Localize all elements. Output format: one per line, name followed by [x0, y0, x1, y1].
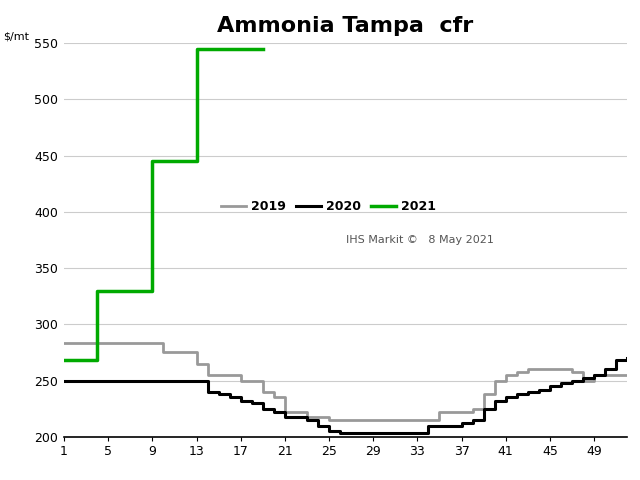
2020 — [436, 423, 444, 429]
Text: IHS Markit ©   8 May 2021: IHS Markit © 8 May 2021 — [346, 235, 493, 245]
2020 — [413, 431, 421, 436]
Legend: 2019, 2020, 2021: 2019, 2020, 2021 — [216, 195, 441, 218]
2021 — [115, 288, 123, 293]
2020 — [623, 355, 631, 361]
2021 — [204, 46, 211, 52]
2021 — [83, 358, 90, 363]
2019 — [336, 417, 344, 423]
2021 — [248, 46, 255, 52]
2019 — [104, 341, 112, 347]
2021 — [171, 158, 179, 164]
2021 — [138, 288, 145, 293]
Line: 2019: 2019 — [64, 344, 627, 420]
2021 — [71, 358, 79, 363]
2021 — [182, 158, 189, 164]
2019 — [590, 372, 598, 378]
2019 — [436, 409, 444, 415]
2021 — [104, 288, 112, 293]
2020 — [259, 406, 267, 411]
2019 — [413, 417, 421, 423]
2021 — [259, 46, 267, 52]
Title: Ammonia Tampa  cfr: Ammonia Tampa cfr — [218, 16, 474, 36]
Line: 2021: 2021 — [64, 49, 263, 360]
2019 — [325, 417, 333, 423]
2020 — [590, 372, 598, 378]
2021 — [193, 46, 200, 52]
Text: $/mt: $/mt — [3, 31, 29, 41]
2021 — [93, 288, 101, 293]
2021 — [159, 158, 167, 164]
2021 — [237, 46, 244, 52]
2019 — [259, 389, 267, 395]
2021 — [226, 46, 234, 52]
2019 — [60, 341, 68, 347]
2021 — [148, 158, 156, 164]
2020 — [104, 378, 112, 384]
2020 — [336, 431, 344, 436]
2021 — [127, 288, 134, 293]
2020 — [60, 378, 68, 384]
2021 — [215, 46, 223, 52]
2021 — [60, 358, 68, 363]
Line: 2020: 2020 — [64, 358, 627, 433]
2019 — [623, 372, 631, 378]
2020 — [325, 428, 333, 434]
